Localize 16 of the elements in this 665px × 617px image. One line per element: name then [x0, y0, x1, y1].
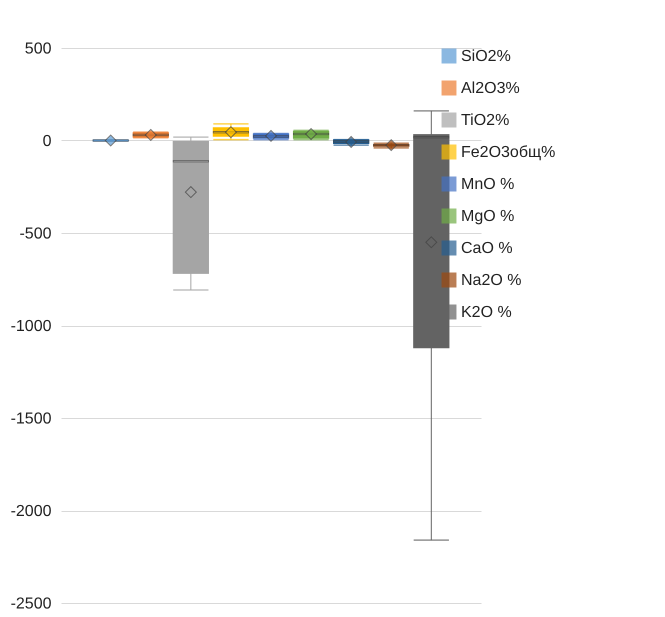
y-tick-label: 500: [24, 40, 52, 58]
y-tick-label: -2500: [10, 596, 52, 612]
legend-label: Al2O3%: [461, 80, 520, 97]
legend-label: TiO2%: [461, 112, 510, 129]
legend-label: SiO2%: [461, 48, 511, 65]
y-tick-label: -2000: [10, 503, 52, 520]
legend-label: CaO %: [461, 240, 513, 257]
y-tick-label: -1500: [10, 410, 52, 428]
y-tick-label: -500: [19, 226, 52, 242]
legend-label: MnO %: [461, 176, 514, 193]
y-tick-label: -1000: [10, 318, 52, 335]
y-tick-label: 0: [42, 133, 52, 150]
legend-label: MgO %: [461, 208, 514, 225]
legend-label: Na2O %: [461, 272, 522, 289]
legend-label: K2O %: [461, 304, 512, 321]
legend-label: Fe2O3общ%: [461, 144, 556, 161]
